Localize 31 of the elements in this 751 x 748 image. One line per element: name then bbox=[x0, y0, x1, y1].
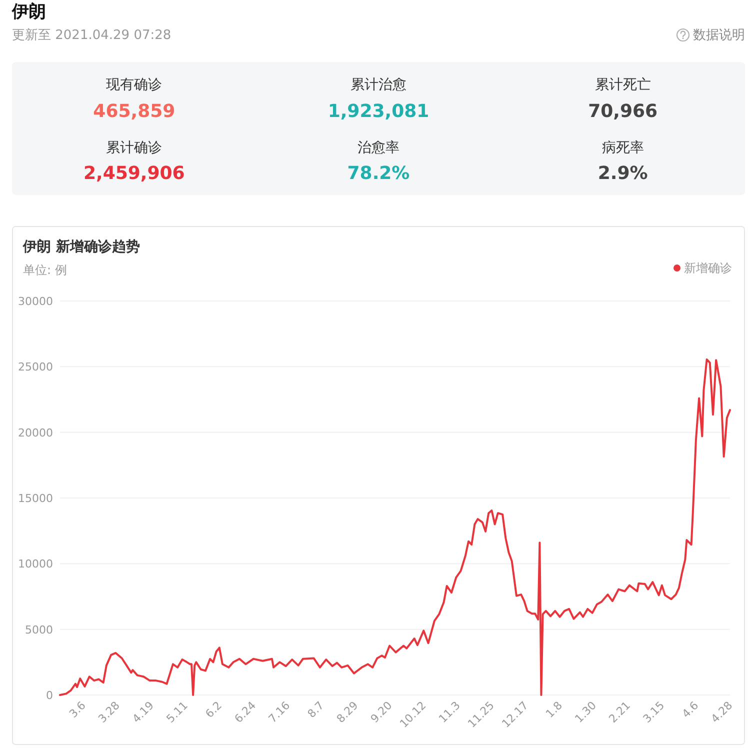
x-tick-label: 3.6 bbox=[66, 698, 88, 720]
text: 2,459,906 bbox=[83, 163, 185, 184]
text: 累计确诊 bbox=[106, 140, 162, 156]
text: 1,923,081 bbox=[328, 101, 430, 122]
x-tick-label: 6.2 bbox=[202, 698, 224, 720]
text: 更新至 2021.04.29 07:28 bbox=[12, 28, 172, 43]
x-tick-label: 1.8 bbox=[543, 698, 565, 720]
text: 2.9% bbox=[598, 163, 648, 184]
y-tick-label: 10000 bbox=[18, 558, 53, 571]
text: 现有确诊 bbox=[106, 77, 162, 93]
y-tick-label: 15000 bbox=[18, 492, 53, 505]
chart-title: 伊朗 新增确诊趋势 bbox=[22, 238, 140, 255]
text: 病死率 bbox=[602, 140, 644, 156]
y-axis-title: 单位: 例 bbox=[23, 263, 67, 277]
x-tick-label: 8.7 bbox=[305, 698, 327, 720]
text: 累计治愈 bbox=[350, 77, 406, 93]
y-tick-label: 0 bbox=[46, 689, 53, 702]
text: 70,966 bbox=[588, 101, 658, 122]
text: 数据说明 bbox=[693, 28, 745, 43]
text: 伊朗 bbox=[11, 2, 46, 22]
y-tick-label: 25000 bbox=[18, 360, 53, 374]
text: 465,859 bbox=[93, 101, 176, 122]
y-tick-label: 30000 bbox=[18, 295, 53, 308]
y-tick-label: 20000 bbox=[18, 426, 53, 440]
x-tick-label: 4.6 bbox=[680, 698, 702, 720]
text: 78.2% bbox=[347, 163, 410, 184]
legend: 新增确诊 bbox=[674, 261, 732, 275]
text: 累计死亡 bbox=[594, 77, 651, 93]
y-tick-label: 5000 bbox=[25, 623, 53, 636]
legend-label: 新增确诊 bbox=[684, 261, 732, 275]
text: 治愈率 bbox=[358, 140, 400, 156]
